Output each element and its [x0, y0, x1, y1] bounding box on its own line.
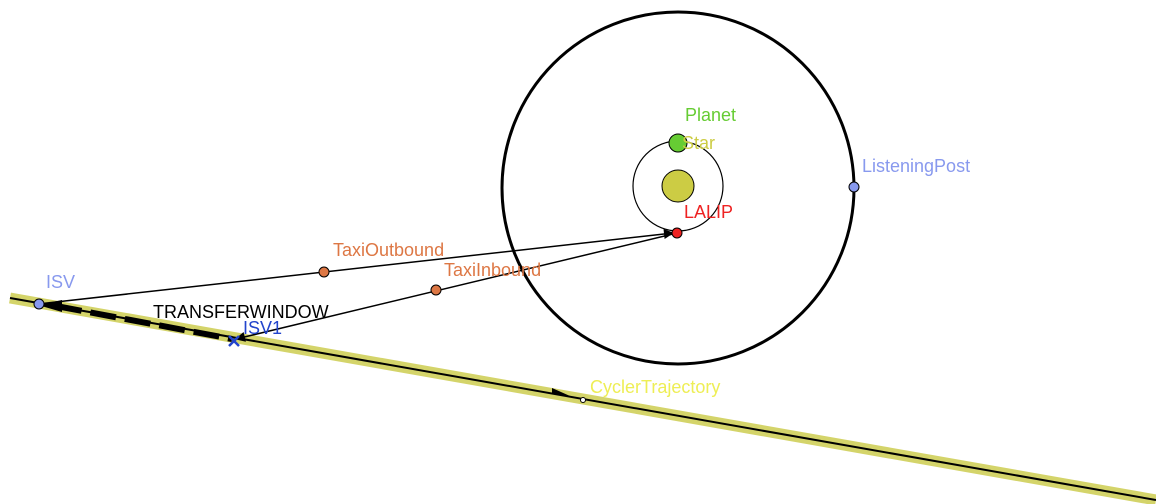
- taxi-inbound-point[interactable]: [430, 284, 442, 296]
- transfer-window-segment: [55, 303, 233, 342]
- listening-post-point[interactable]: [848, 181, 860, 193]
- isv1-marker[interactable]: [228, 335, 240, 347]
- taxi-outbound-path: [37, 229, 674, 305]
- transfer-window-label: TRANSFERWINDOW: [153, 302, 329, 322]
- lalip-point[interactable]: [671, 227, 683, 239]
- lalip-label: LALIP: [684, 202, 733, 222]
- cycler-trajectory-label: CyclerTrajectory: [590, 377, 720, 397]
- cycler-direction-arrow: [552, 388, 570, 396]
- taxi-outbound-label: TaxiOutbound: [333, 240, 444, 260]
- planet-label: Planet: [685, 105, 736, 125]
- isv1-label: ISV1: [243, 318, 282, 338]
- isv-arrowhead: [38, 300, 62, 312]
- taxi-inbound-path: [235, 232, 678, 342]
- isv-point[interactable]: [33, 298, 45, 310]
- star-label: Star: [682, 133, 715, 153]
- taxi-outbound-point[interactable]: [318, 266, 330, 278]
- listening-post-label: ListeningPost: [862, 156, 970, 176]
- taxi-inbound-label: TaxiInbound: [444, 260, 541, 280]
- cycler-trajectory-point[interactable]: [580, 397, 586, 403]
- isv-label: ISV: [46, 272, 75, 292]
- star-body[interactable]: [661, 169, 695, 203]
- planet-body[interactable]: [668, 133, 688, 153]
